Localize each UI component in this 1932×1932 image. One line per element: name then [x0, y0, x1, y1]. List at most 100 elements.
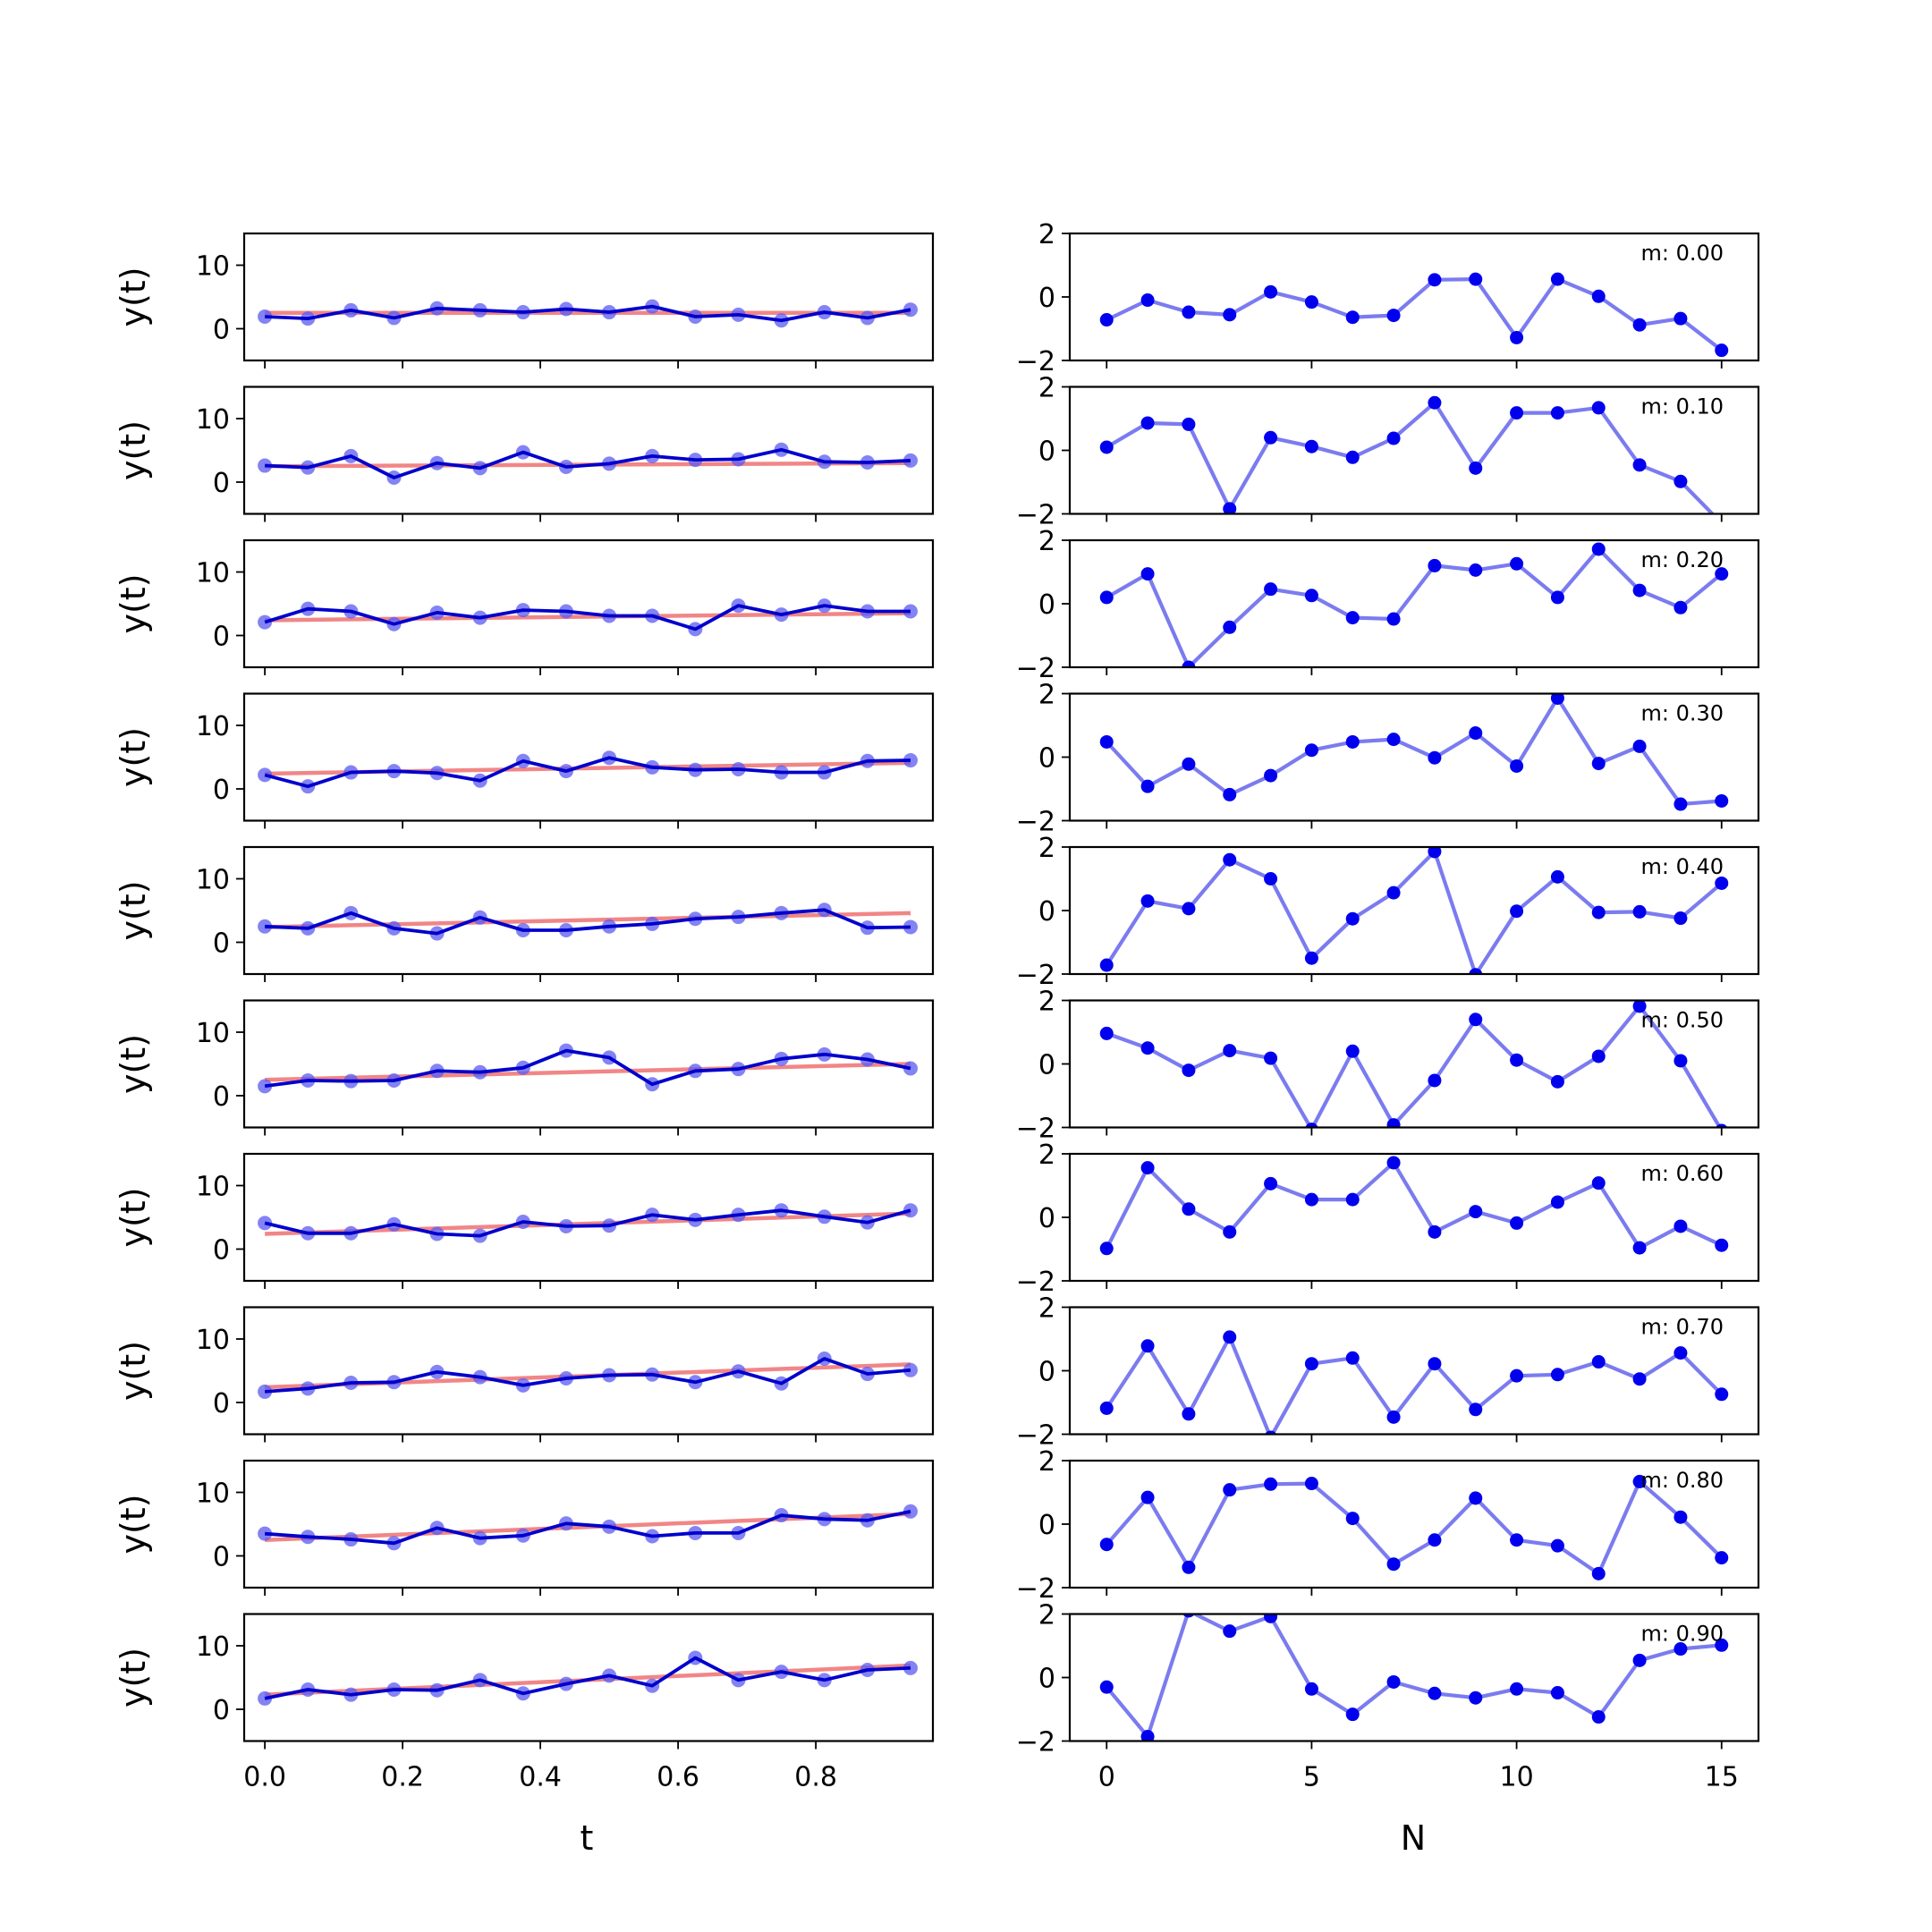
residual-point [1304, 1682, 1318, 1696]
residual-point [1591, 905, 1606, 919]
residual-line [1105, 1335, 1724, 1435]
residual-point [1099, 958, 1114, 972]
residual-point [1140, 293, 1155, 308]
residual-point [1715, 1238, 1729, 1252]
residual-point [1182, 1407, 1196, 1421]
left-plot-area [258, 1504, 918, 1551]
residual-line [1105, 1479, 1724, 1576]
residual-point [1674, 911, 1688, 926]
slope-annotation: m: 0.20 [1640, 547, 1724, 572]
residual-point [1674, 311, 1688, 326]
residual-point [1264, 1614, 1278, 1623]
y-tick-label: 0 [213, 1542, 230, 1573]
residual-line [1105, 849, 1724, 974]
right-plot-area [1099, 1474, 1729, 1580]
residual-point [1632, 318, 1647, 332]
residual-point [1099, 1026, 1114, 1040]
x-tick-label: 0.4 [519, 1762, 562, 1793]
residual-point [1223, 787, 1237, 801]
residual-point [1345, 911, 1360, 926]
residual-point [1632, 1241, 1647, 1255]
residual-point [1345, 1192, 1360, 1207]
residual-point [1099, 1241, 1114, 1256]
residual-point [1386, 886, 1401, 900]
residual-point [1469, 461, 1483, 475]
residual-point [1099, 1401, 1114, 1415]
y-axis-label: y(t) [114, 1648, 153, 1707]
residual-point [1264, 284, 1278, 299]
slope-annotation: m: 0.00 [1640, 241, 1724, 266]
right-plot-area [1099, 693, 1729, 811]
residual-point [1428, 558, 1442, 572]
left-plot-area [258, 1043, 918, 1094]
residual-point [1099, 1680, 1114, 1694]
y-tick-label: 2 [1038, 833, 1055, 864]
residual-point [1469, 1690, 1483, 1705]
slope-annotation: m: 0.30 [1640, 701, 1724, 726]
residual-point [1469, 1205, 1483, 1219]
residual-point [1223, 1483, 1237, 1497]
data-series-line [265, 304, 911, 323]
data-series-line [264, 1656, 911, 1700]
right-panel: −2 0 2 0 5 10 15 m: 0.90 [1016, 1600, 1760, 1793]
y-tick-label: 2 [1038, 1293, 1055, 1325]
residual-point [1223, 1044, 1237, 1058]
slope-annotation: m: 0.50 [1640, 1008, 1724, 1033]
residual-point [1632, 458, 1647, 472]
slope-annotation: m: 0.80 [1640, 1468, 1724, 1493]
data-series-line [264, 1357, 911, 1394]
y-tick-label: 0 [1038, 589, 1055, 621]
residual-point [1632, 739, 1647, 753]
residual-point [1264, 430, 1278, 445]
right-plot-area [1099, 847, 1729, 974]
residual-point [1715, 793, 1729, 808]
residual-point [1140, 567, 1155, 581]
y-tick-label: 0 [213, 1388, 230, 1419]
residual-point [1674, 1219, 1688, 1233]
residual-point [1182, 305, 1196, 319]
y-tick-label: 0 [1038, 283, 1055, 314]
residual-point [1182, 902, 1196, 916]
x-tick-label: 15 [1705, 1762, 1739, 1793]
subplot-row-6: 0 10 y(t) −2 0 2 m: 0.60 [114, 1140, 1760, 1298]
residual-point [1715, 876, 1729, 890]
subplot-grid: 0 10 y(t) −2 0 2 m: 0.00 0 10 y(t) −2 0 2 m: 0.10 0 10 y… [114, 219, 1760, 1793]
left-plot-area [258, 902, 918, 941]
y-tick-label: −2 [1016, 346, 1055, 377]
y-tick-label: 10 [196, 404, 230, 436]
residual-point [1632, 583, 1647, 597]
residual-point [1428, 395, 1442, 410]
y-tick-label: 0 [1038, 1357, 1055, 1388]
subplot-row-9: 0 10 0.0 0.2 0.4 0.6 0.8 y(t) −2 0 2 0 5 10 15 m: 0.90 [114, 1600, 1760, 1793]
residual-point [1550, 406, 1564, 420]
residual-point [1510, 406, 1524, 420]
residual-point [1632, 1474, 1647, 1488]
residual-point [1140, 894, 1155, 908]
residual-point [1591, 1355, 1606, 1369]
residual-point [1591, 542, 1606, 556]
residual-point [1428, 273, 1442, 287]
y-tick-label: −2 [1016, 807, 1055, 838]
residual-point [1386, 1674, 1401, 1689]
residual-point [1510, 1533, 1524, 1547]
residual-point [1632, 1000, 1647, 1013]
residual-line [1105, 1614, 1722, 1739]
residual-point [1510, 1216, 1524, 1230]
residual-point [1223, 1624, 1237, 1639]
residual-point [1264, 872, 1278, 886]
x-tick-label: 0.8 [794, 1762, 837, 1793]
residual-point [1510, 1368, 1524, 1383]
y-axis-label: y(t) [114, 1187, 153, 1247]
residual-point [1715, 343, 1729, 358]
residual-point [1386, 733, 1401, 747]
residual-point [1345, 1044, 1360, 1058]
residual-point [1386, 1410, 1401, 1424]
residual-point [1550, 1074, 1564, 1089]
residual-point [1304, 951, 1318, 965]
residual-point [1182, 1063, 1196, 1078]
data-series-line [264, 756, 911, 789]
data-series-line [264, 1509, 911, 1546]
left-plot-area [258, 598, 918, 637]
y-tick-label: −2 [1016, 1267, 1055, 1298]
y-tick-label: 0 [1038, 1510, 1055, 1541]
